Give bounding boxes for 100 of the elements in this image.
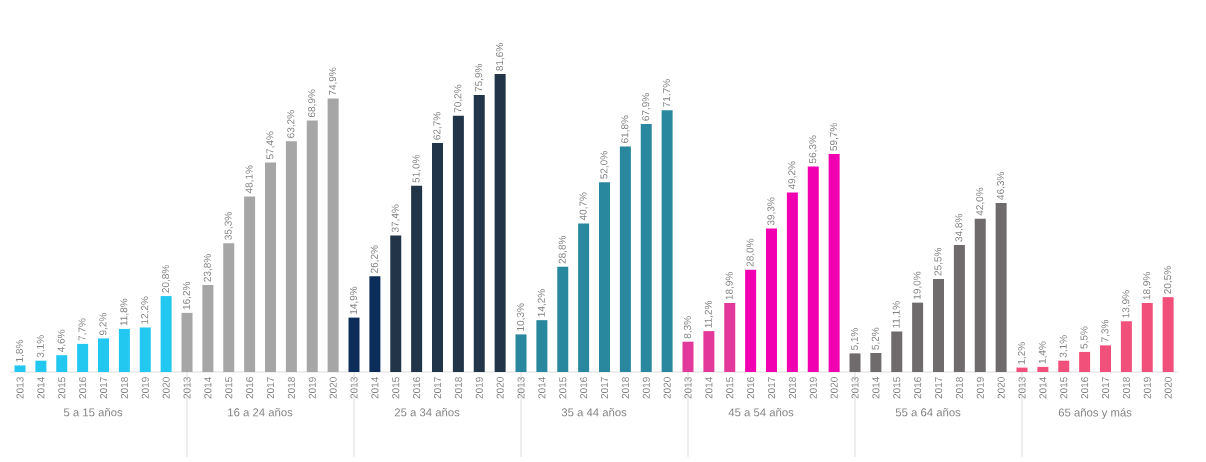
x-tick-label: 2017 [767, 377, 776, 399]
x-tick-label: 2014 [204, 377, 212, 399]
x-axis-title: 55 a 64 años [895, 408, 961, 417]
x-tick-label: 2014 [37, 377, 45, 399]
bar [578, 223, 590, 372]
data-label: 42,0% [976, 187, 985, 216]
data-label: 1,8% [15, 340, 25, 362]
bar [452, 115, 464, 372]
x-tick-label: 2016 [413, 377, 421, 399]
bar [285, 141, 297, 372]
bar [1162, 297, 1174, 372]
data-label: 59,7% [829, 123, 839, 151]
x-tick-label: 2019 [642, 377, 650, 399]
x-tick-label: 2017 [266, 377, 275, 399]
x-tick-label: 2018 [1122, 377, 1130, 399]
x-axis-title: 45 a 54 años [728, 408, 794, 417]
x-tick-label: 2018 [120, 377, 128, 399]
x-tick-label: 2018 [788, 377, 796, 399]
x-tick-label: 2015 [392, 377, 400, 399]
data-label: 28,0% [746, 238, 755, 267]
data-label: 61,8% [621, 115, 630, 143]
x-tick-label: 2015 [225, 377, 233, 399]
bar [953, 244, 965, 372]
x-tick-label: 2016 [79, 377, 87, 399]
bar [223, 243, 235, 372]
data-label: 11,1% [892, 301, 901, 328]
data-label: 10,3% [516, 303, 526, 331]
bar [786, 192, 798, 372]
data-label: 9,2% [99, 313, 108, 336]
bar [745, 269, 757, 372]
data-label: 63,2% [287, 110, 296, 138]
x-tick-label: 2017 [934, 377, 943, 399]
x-tick-label: 2020 [496, 377, 504, 399]
data-label: 7,7% [78, 318, 87, 341]
bar [160, 296, 172, 372]
x-tick-label: 2015 [58, 377, 66, 399]
bar [1016, 367, 1028, 372]
x-axis-title: 25 a 34 años [394, 408, 460, 417]
data-label: 52,0% [600, 151, 609, 179]
x-tick-label: 2013 [851, 377, 859, 399]
bar [56, 355, 68, 372]
x-tick-label: 2017 [433, 377, 442, 399]
data-label: 11,2% [704, 300, 714, 328]
x-tick-label: 2015 [559, 377, 567, 399]
bar [933, 278, 944, 372]
bar [703, 331, 715, 372]
x-tick-label: 2019 [976, 377, 984, 399]
x-tick-label: 2016 [914, 377, 922, 399]
data-label: 74,9% [328, 67, 338, 96]
x-tick-label: 2016 [246, 377, 254, 399]
bar [661, 110, 673, 372]
data-label: 18,9% [725, 272, 734, 300]
bar [1120, 321, 1132, 372]
bar [432, 143, 444, 372]
bar [640, 124, 652, 372]
bar [118, 328, 130, 372]
x-tick-label: 2014 [705, 377, 713, 399]
data-label: 20,5% [1163, 266, 1173, 294]
x-tick-label: 2014 [1039, 377, 1047, 399]
data-label: 37,4% [391, 204, 400, 233]
bar [1141, 303, 1153, 372]
bar [766, 228, 778, 372]
x-tick-label: 2019 [141, 377, 149, 399]
x-tick-label: 2013 [16, 377, 24, 399]
bar [348, 317, 360, 372]
data-label: 1,4% [1038, 341, 1047, 364]
data-label: 14,9% [349, 286, 359, 314]
bar [912, 302, 924, 372]
bar [807, 166, 819, 372]
bar [265, 162, 276, 372]
bar [724, 303, 736, 372]
data-label: 57,4% [266, 131, 275, 160]
x-tick-label: 2014 [872, 377, 880, 399]
bar [870, 353, 882, 372]
data-label: 35,3% [224, 212, 233, 240]
data-label: 70,2% [454, 84, 463, 113]
data-label: 3,1% [36, 335, 46, 358]
bar [244, 196, 256, 372]
bar [849, 353, 861, 372]
bar [1037, 366, 1049, 372]
bar [473, 94, 485, 372]
bar [77, 343, 89, 372]
bar [411, 185, 423, 372]
data-label: 13,9% [1122, 290, 1131, 318]
x-tick-label: 2017 [99, 377, 108, 399]
data-label: 14,2% [537, 289, 547, 317]
bar [1100, 345, 1111, 372]
x-tick-label: 2018 [955, 377, 963, 399]
bar [682, 341, 694, 372]
x-tick-label: 2020 [329, 377, 337, 399]
bar [306, 120, 318, 372]
data-label: 12,2% [141, 296, 150, 324]
bar [1079, 351, 1091, 372]
data-label: 48,1% [245, 165, 254, 194]
x-tick-label: 2014 [371, 377, 379, 399]
bar [14, 365, 26, 372]
x-tick-label: 2013 [183, 377, 191, 399]
data-label: 39,3% [767, 197, 776, 226]
data-label: 5,1% [850, 328, 860, 351]
x-tick-label: 2018 [621, 377, 629, 399]
